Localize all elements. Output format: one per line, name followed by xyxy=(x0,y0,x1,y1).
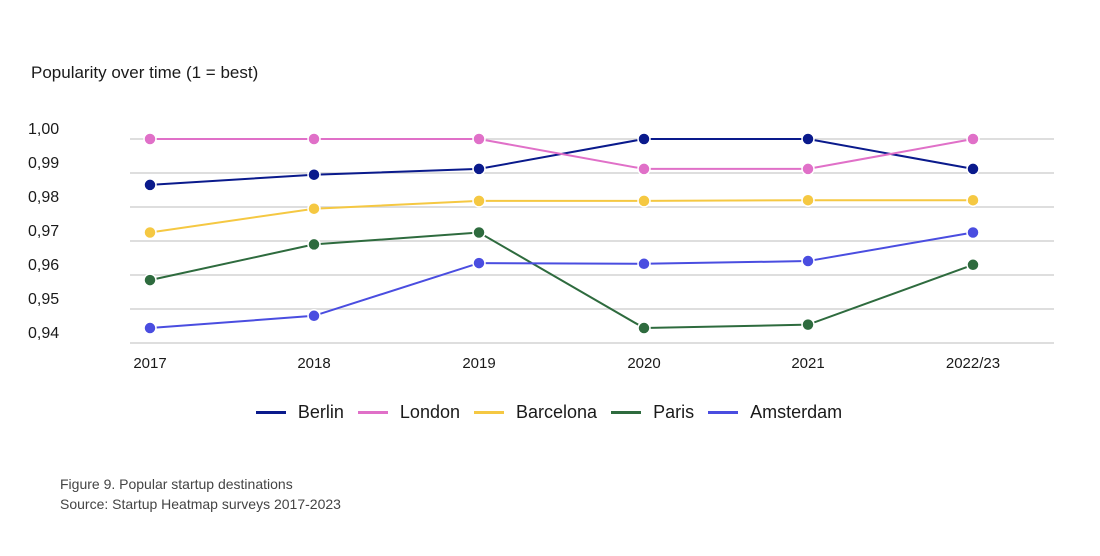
y-axis-ticks: 1,00 0,99 0,98 0,97 0,96 0,95 0,94 xyxy=(28,121,59,342)
series-barcelona xyxy=(143,193,980,240)
data-point xyxy=(307,132,321,146)
legend: Berlin London Barcelona Paris Amsterdam xyxy=(0,402,1100,423)
data-point xyxy=(143,132,157,146)
y-tick-label: 0,95 xyxy=(28,291,59,308)
series-line xyxy=(149,231,974,330)
x-tick-label: 2020 xyxy=(627,355,660,372)
legend-item-berlin: Berlin xyxy=(255,402,346,423)
data-point xyxy=(637,257,651,271)
data-point xyxy=(966,193,980,207)
data-point xyxy=(472,256,486,270)
series-line xyxy=(149,231,974,330)
legend-label: Paris xyxy=(653,402,695,422)
data-point xyxy=(966,225,980,240)
data-point xyxy=(307,237,321,252)
y-tick-label: 0,97 xyxy=(28,223,59,240)
data-point xyxy=(307,309,321,323)
gridlines xyxy=(130,138,1054,344)
data-point xyxy=(472,132,486,146)
y-tick-label: 1,00 xyxy=(28,121,59,138)
data-point xyxy=(143,178,157,192)
data-point xyxy=(801,193,815,207)
series-paris xyxy=(143,225,980,335)
data-point xyxy=(143,225,157,240)
data-point xyxy=(637,194,651,208)
data-point xyxy=(801,317,815,332)
series-line xyxy=(149,199,973,234)
data-point xyxy=(801,132,815,146)
data-point xyxy=(472,194,486,208)
legend-swatch xyxy=(474,411,504,414)
data-point xyxy=(637,132,651,146)
caption-figure-label: Figure 9. Popular startup destinations xyxy=(60,476,293,492)
x-tick-label: 2022/23 xyxy=(946,355,1000,372)
data-point xyxy=(143,321,157,335)
series-lines xyxy=(143,132,980,335)
series-berlin xyxy=(143,132,980,192)
legend-label: Berlin xyxy=(297,402,344,422)
y-tick-label: 0,94 xyxy=(28,325,59,342)
legend-item-paris: Paris xyxy=(611,402,696,423)
legend-item-london: London xyxy=(357,402,462,423)
legend-item-barcelona: Barcelona xyxy=(474,402,599,423)
y-tick-label: 0,98 xyxy=(28,189,59,206)
legend-item-amsterdam: Amsterdam xyxy=(708,402,844,423)
data-point xyxy=(637,321,651,335)
legend-swatch xyxy=(611,411,642,414)
data-point xyxy=(966,132,980,146)
data-point xyxy=(472,225,486,240)
data-point xyxy=(307,167,321,182)
x-tick-label: 2018 xyxy=(297,355,330,372)
data-point xyxy=(966,162,980,176)
x-axis-ticks: 2017 2018 2019 2020 2021 2022/23 xyxy=(133,355,1000,372)
x-tick-label: 2017 xyxy=(133,355,166,372)
chart-title: Popularity over time (1 = best) xyxy=(31,63,259,82)
series-amsterdam xyxy=(143,225,980,335)
x-tick-label: 2021 xyxy=(791,355,824,372)
legend-label: London xyxy=(399,402,460,422)
legend-swatch xyxy=(708,411,739,414)
figure-caption: Figure 9. Popular startup destinations S… xyxy=(60,474,341,514)
y-tick-label: 0,96 xyxy=(28,257,59,274)
caption-source: Source: Startup Heatmap surveys 2017-202… xyxy=(60,496,341,512)
legend-swatch xyxy=(255,411,286,414)
legend-swatch xyxy=(357,411,388,414)
data-point xyxy=(637,162,651,176)
legend-label: Amsterdam xyxy=(750,402,843,422)
series-line xyxy=(150,138,974,170)
data-point xyxy=(143,273,157,287)
data-point xyxy=(801,162,815,176)
y-tick-label: 0,99 xyxy=(28,155,59,172)
line-chart: 1,000,990,980,970,960,950,94 2017 2018 201… xyxy=(28,121,1054,372)
data-point xyxy=(966,258,980,272)
series-london xyxy=(143,132,980,176)
data-point xyxy=(307,201,321,216)
x-tick-label: 2019 xyxy=(462,355,495,372)
data-point xyxy=(472,162,486,176)
data-point xyxy=(801,254,815,268)
legend-label: Barcelona xyxy=(516,402,598,422)
